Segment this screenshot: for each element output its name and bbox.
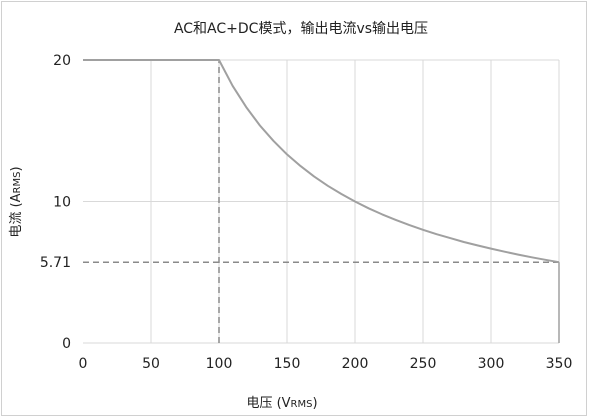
x-tick-label-6: 300 xyxy=(478,356,505,372)
y-tick-label-2: 5.71 xyxy=(40,255,71,271)
y-tick-label-1: 10 xyxy=(53,195,71,211)
x-tick-label-0: 0 xyxy=(79,356,88,372)
y-axis-title-suffix: ) xyxy=(9,166,24,171)
series-line-0 xyxy=(83,59,560,264)
y-tick-label-0: 0 xyxy=(62,336,71,352)
x-tick-label-1: 50 xyxy=(142,356,160,372)
grid-layer xyxy=(83,59,560,344)
x-axis-title: 电压 (VRMS) xyxy=(246,396,317,411)
chart-title: AC和AC+DC模式，输出电流vs输出电压 xyxy=(174,21,428,37)
x-axis-title-subscript: RMS xyxy=(291,399,313,410)
x-tick-label-5: 250 xyxy=(410,356,437,372)
x-axis-title-suffix: ) xyxy=(312,396,317,411)
x-tick-label-3: 150 xyxy=(274,356,301,372)
y-axis-title: 电流 (ARMS) xyxy=(9,166,24,237)
y-axis-title-subscript: RMS xyxy=(12,172,23,194)
x-tick-label-7: 350 xyxy=(546,356,573,372)
reference-lines xyxy=(83,60,560,343)
x-tick-label-4: 200 xyxy=(342,356,369,372)
x-axis-title-prefix: 电压 (V xyxy=(246,396,290,411)
y-tick-labels: 0 10 5.71 20 xyxy=(40,53,71,352)
x-tick-label-2: 100 xyxy=(206,356,233,372)
y-tick-label-3: 20 xyxy=(53,53,71,69)
series-layer xyxy=(83,59,560,264)
y-axis-title-prefix: 电流 (A xyxy=(9,193,24,237)
x-tick-labels: 0 50 100 150 200 250 300 350 xyxy=(79,356,573,372)
